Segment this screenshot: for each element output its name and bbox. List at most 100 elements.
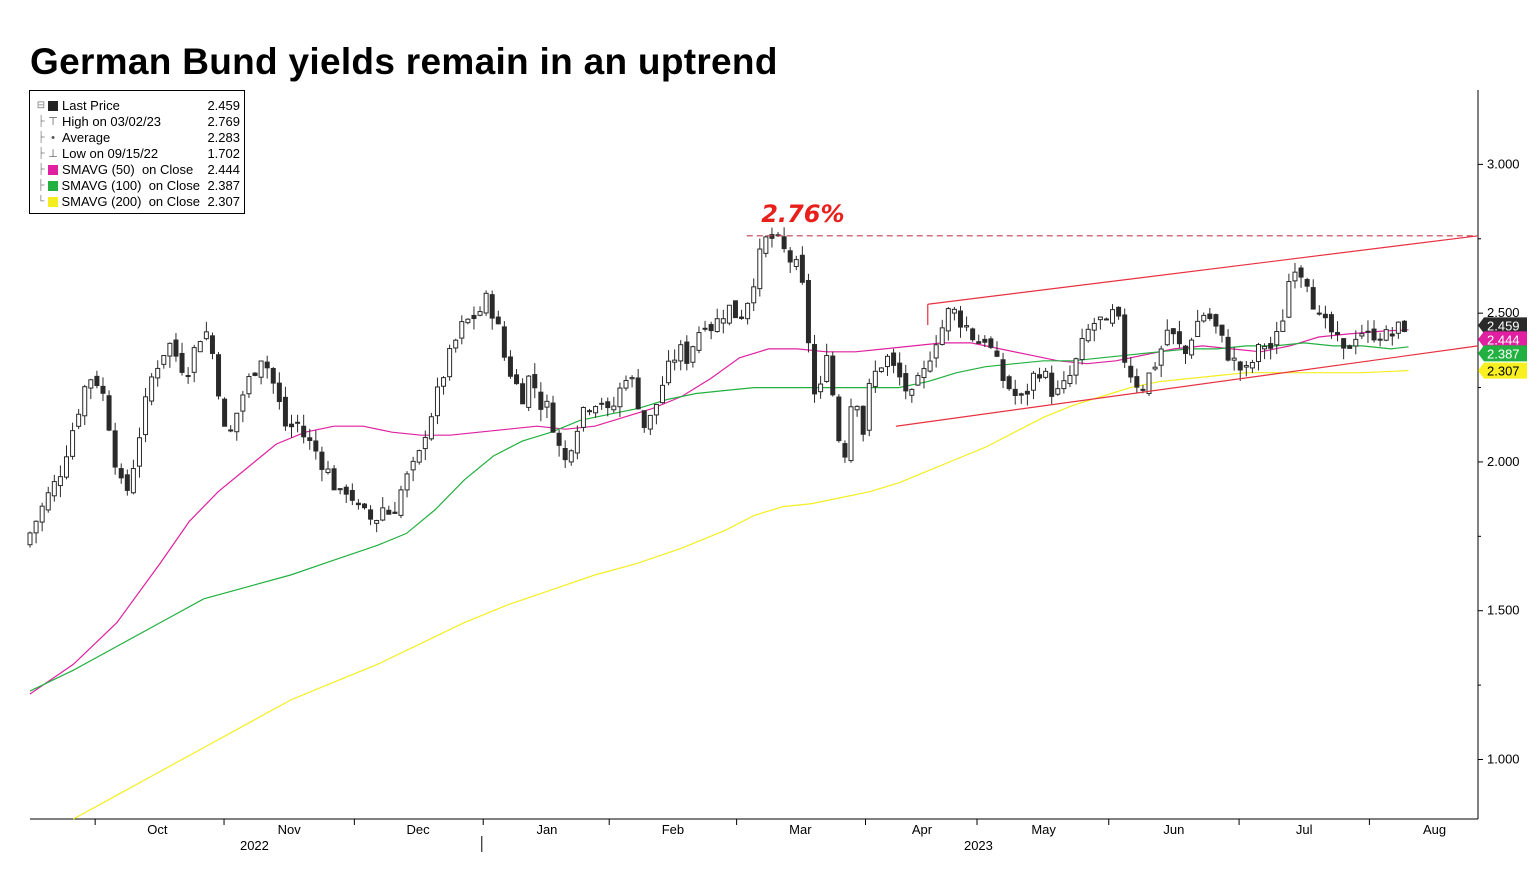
price-candle: [957, 310, 963, 328]
price-candle: [1280, 320, 1286, 332]
price-candle: [313, 440, 319, 452]
price-tag-bg: [1478, 345, 1527, 362]
legend-tree-icon: ├: [37, 164, 45, 175]
x-month-label: Mar: [789, 822, 812, 837]
price-candle: [1183, 345, 1189, 355]
legend-swatch: [47, 197, 58, 207]
price-candle: [392, 511, 398, 514]
price-candle: [39, 505, 45, 523]
price-candle: [428, 416, 434, 440]
price-candle: [319, 451, 325, 470]
price-candle: [118, 468, 124, 479]
price-candle: [203, 331, 209, 340]
x-month-label: Oct: [147, 822, 168, 837]
price-candle: [63, 456, 69, 478]
price-candle: [416, 450, 422, 463]
price-candle: [289, 423, 295, 428]
price-candle: [434, 386, 440, 417]
price-candle: [666, 360, 672, 384]
trendlines: [746, 235, 1479, 427]
price-candle: [228, 429, 234, 432]
price-candle: [1286, 281, 1292, 318]
price-candle: [1389, 333, 1395, 337]
x-month-label: Jan: [536, 822, 557, 837]
price-candle: [866, 382, 872, 431]
y-axis: 1.000 1.500 2.000 2.500 3.000: [1478, 156, 1520, 766]
price-candle: [720, 318, 726, 324]
price-candle: [1249, 361, 1255, 369]
price-candle: [1067, 374, 1073, 385]
price-candle: [1328, 314, 1334, 333]
x-month-label: May: [1031, 822, 1056, 837]
price-candle: [368, 509, 374, 520]
price-candle: [507, 356, 513, 377]
price-candle: [1006, 376, 1012, 390]
price-candle: [258, 360, 264, 378]
price-candle: [264, 361, 270, 369]
price-candle: [1304, 279, 1310, 287]
price-candle: [903, 373, 909, 392]
price-candle: [514, 374, 520, 385]
price-candle: [1377, 338, 1383, 341]
price-candle: [580, 406, 586, 428]
price-candle: [1243, 365, 1249, 368]
price-candle: [124, 474, 130, 491]
price-candle: [465, 318, 471, 324]
legend-label: SMAVG (200) on Close: [61, 194, 200, 209]
price-candle: [732, 300, 738, 319]
price-candle: [945, 308, 951, 332]
legend-label: Last Price: [62, 98, 120, 113]
price-candle: [106, 395, 112, 431]
price-candle: [1055, 388, 1061, 395]
price-candle: [155, 367, 161, 379]
y-tick-label: 2.500: [1487, 305, 1520, 320]
price-candle: [964, 325, 970, 328]
x-year-label: 2023: [964, 838, 993, 853]
price-candle: [1298, 267, 1304, 278]
legend-value: 1.702: [207, 146, 240, 161]
price-candle: [1073, 358, 1079, 376]
price-candle: [556, 432, 562, 446]
price-candle: [209, 335, 215, 354]
price-candle: [617, 387, 623, 408]
legend-tree-icon: └: [37, 196, 45, 207]
price-candle: [781, 236, 787, 250]
x-month-label: Apr: [912, 822, 933, 837]
price-candle: [860, 405, 866, 435]
price-candle: [1122, 314, 1128, 363]
price-candle: [1347, 345, 1353, 349]
price-candle: [51, 481, 57, 497]
price-candle: [1030, 372, 1036, 391]
price-candle: [1043, 370, 1049, 378]
price-candle: [112, 430, 118, 468]
price-candle: [76, 413, 82, 427]
price-candle: [1049, 372, 1055, 397]
legend-label: High on 03/02/23: [62, 114, 162, 129]
price-candle: [301, 425, 307, 438]
price-candle: [769, 234, 775, 239]
peak-annotation: 2.76%: [761, 200, 844, 228]
price-candle: [173, 339, 179, 357]
price-candle: [690, 346, 696, 363]
price-candle: [501, 326, 507, 358]
price-candle: [361, 503, 367, 509]
price-candle: [88, 379, 94, 389]
price-candle: [544, 400, 550, 408]
price-candles: [27, 227, 1407, 548]
price-candle: [240, 394, 246, 412]
price-candle: [495, 316, 501, 325]
price-tag-label: 2.459: [1487, 318, 1520, 333]
price-candle: [1353, 338, 1359, 347]
price-candle: [1322, 313, 1328, 319]
price-candle: [587, 410, 593, 413]
price-candle: [1316, 312, 1322, 315]
price-candle: [1359, 333, 1365, 337]
price-candle: [1176, 331, 1182, 345]
legend-item: ├ ⊥ Low on 09/15/22 1.702: [36, 146, 240, 162]
price-tag-label: 2.307: [1487, 364, 1520, 379]
legend-value: 2.387: [207, 178, 240, 193]
price-candle: [1079, 338, 1085, 361]
trendline-upper-channel: [927, 235, 1479, 305]
price-candle: [921, 368, 927, 379]
price-candle: [629, 377, 635, 380]
